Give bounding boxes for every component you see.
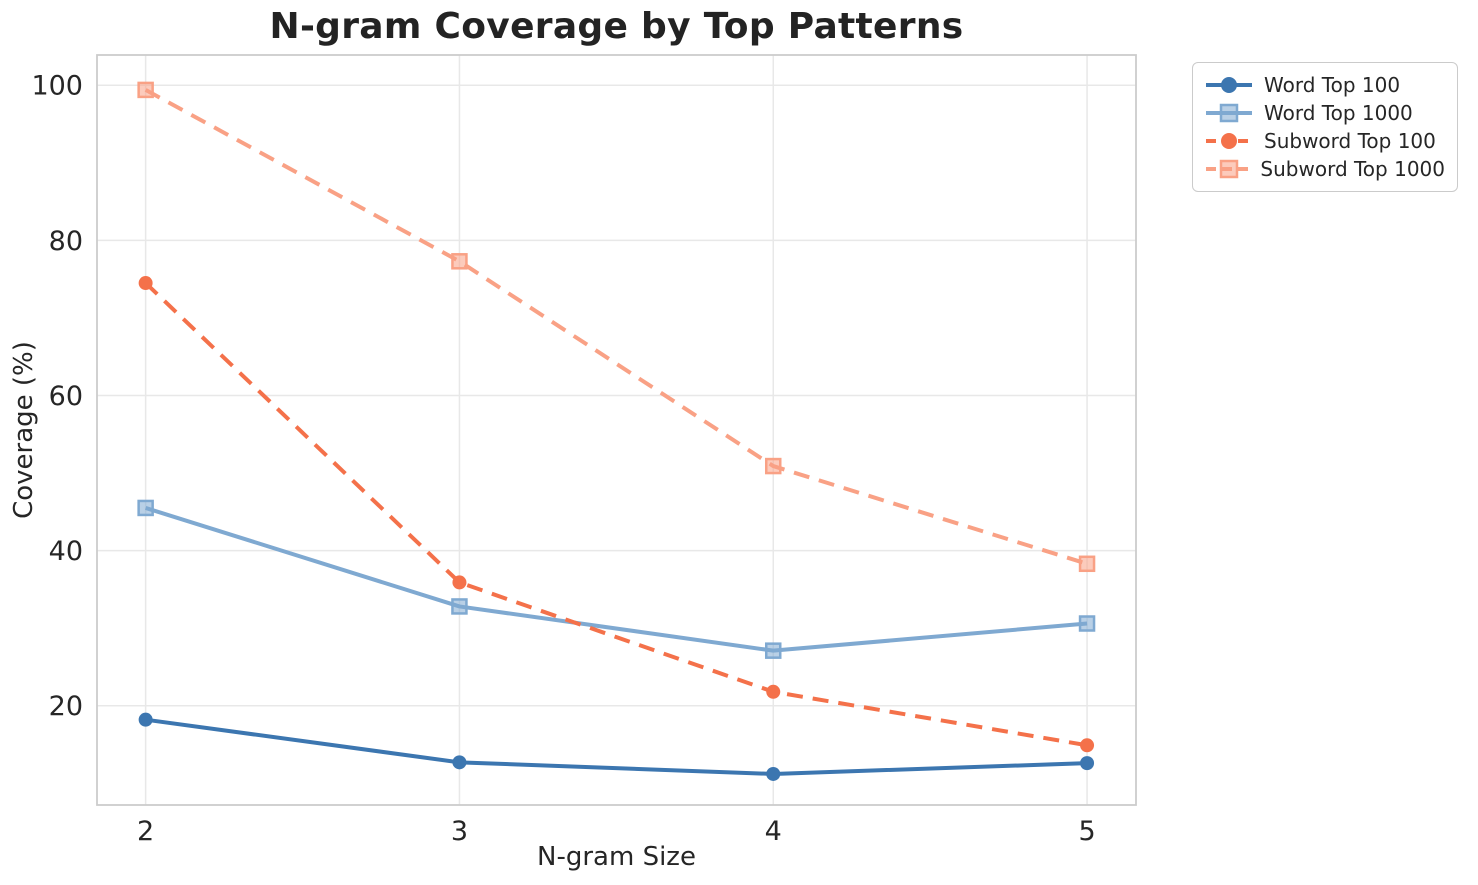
data-point-square: [1078, 555, 1096, 573]
data-point-circle: [138, 276, 153, 291]
circle-marker-icon: [1221, 77, 1237, 93]
legend-item-subword-top-1000: Subword Top 1000: [1205, 156, 1445, 183]
data-point-circle: [452, 575, 467, 590]
data-point-circle: [452, 755, 467, 770]
x-tick-label: 3: [451, 816, 468, 847]
data-point-circle: [138, 712, 153, 727]
data-point-square: [764, 457, 782, 475]
legend-label: Word Top 100: [1264, 73, 1401, 97]
square-marker-icon: [1219, 103, 1239, 123]
data-point-square: [137, 81, 154, 99]
y-tick-label: 80: [49, 226, 83, 257]
legend-sample-solid-line-icon: [1206, 77, 1252, 93]
legend-sample-solid-line-icon: [1206, 103, 1252, 123]
circle-marker-icon: [1221, 133, 1237, 149]
legend: Word Top 100 Word Top 1000 Subword Top 100…: [1192, 62, 1458, 192]
series-line-2: [145, 506, 1088, 653]
data-point-circle: [766, 684, 781, 699]
series-line-3: [144, 281, 1088, 748]
data-point-square: [137, 499, 154, 517]
data-point-square: [451, 253, 468, 270]
legend-item-word-top-1000: Word Top 1000: [1205, 100, 1445, 127]
x-axis-label: N-gram Size: [537, 842, 696, 872]
legend-label: Subword Top 100: [1264, 129, 1436, 153]
y-tick-label: 100: [31, 71, 83, 102]
y-tick-label: 20: [49, 691, 83, 722]
data-point-square: [451, 598, 468, 615]
y-axis-label: Coverage (%): [9, 341, 39, 519]
series-line-1: [145, 717, 1088, 776]
y-tick-label: 40: [49, 536, 83, 567]
x-tick-label: 2: [137, 816, 154, 847]
legend-sample-dashed-line-icon: [1206, 159, 1250, 179]
data-point-square: [764, 642, 782, 659]
legend-sample-dashed-line-icon: [1206, 133, 1252, 149]
data-point-circle: [1080, 756, 1095, 771]
legend-label: Word Top 1000: [1264, 101, 1413, 125]
square-marker-icon: [1219, 159, 1239, 179]
series-line-4: [144, 88, 1088, 566]
plot-spines: [96, 54, 1137, 806]
data-point-circle: [1080, 738, 1095, 753]
x-tick-label: 5: [1078, 816, 1095, 847]
legend-item-subword-top-100: Subword Top 100: [1205, 128, 1445, 155]
legend-label: Subword Top 1000: [1260, 157, 1445, 181]
y-tick-label: 60: [49, 381, 83, 412]
data-point-square: [1078, 615, 1096, 632]
legend-item-word-top-100: Word Top 100: [1205, 72, 1445, 99]
x-tick-label: 4: [765, 816, 782, 847]
chart-title: N-gram Coverage by Top Patterns: [269, 6, 964, 47]
data-point-circle: [766, 766, 781, 781]
